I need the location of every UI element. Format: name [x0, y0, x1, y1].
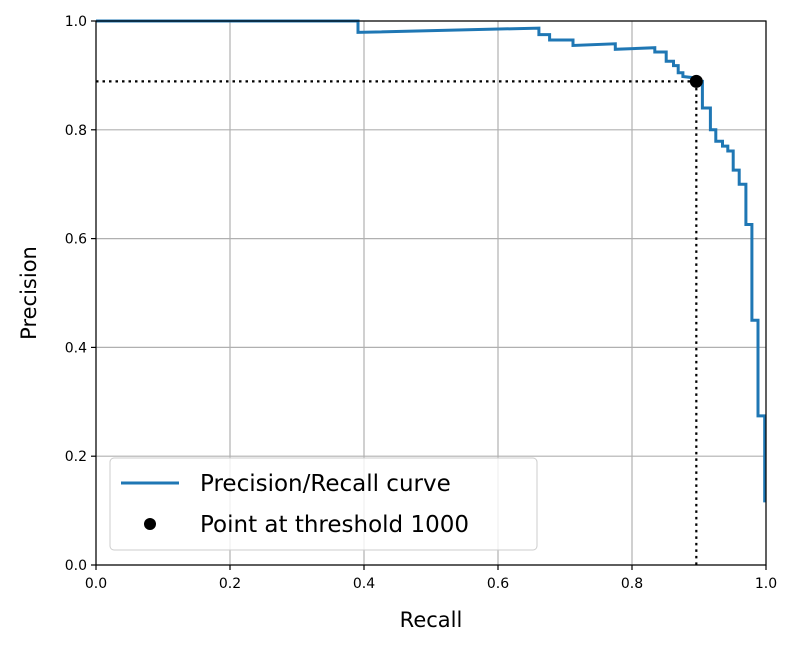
y-tick-label: 0.2: [65, 449, 87, 465]
y-axis-label: Precision: [17, 246, 41, 340]
y-axis-ticks: 0.0 0.2 0.4 0.6 0.8 1.0: [65, 14, 96, 574]
series-layer: [96, 19, 767, 503]
x-tick-label: 0.4: [353, 576, 375, 592]
threshold-guide-lines: [96, 80, 698, 565]
x-tick-label: 0.0: [85, 576, 107, 592]
y-tick-label: 0.4: [65, 340, 87, 356]
legend: Precision/Recall curve Point at threshol…: [109, 457, 538, 551]
x-axis-ticks: 0.0 0.2 0.4 0.6 0.8 1.0: [85, 565, 777, 592]
y-tick-label: 0.8: [65, 123, 87, 139]
legend-swatch-threshold-point: [144, 518, 156, 530]
legend-box: [109, 457, 538, 551]
y-tick-label: 0.6: [65, 232, 87, 248]
threshold-point-marker: [689, 74, 703, 88]
x-tick-label: 0.2: [219, 576, 241, 592]
plot-frame: [95, 20, 767, 566]
y-tick-label: 1.0: [65, 14, 87, 30]
x-axis-label: Recall: [400, 608, 463, 632]
legend-label-threshold-point: Point at threshold 1000: [200, 512, 469, 538]
x-tick-label: 0.8: [621, 576, 643, 592]
x-tick-label: 0.6: [487, 576, 509, 592]
legend-label-curve: Precision/Recall curve: [200, 471, 451, 497]
y-tick-label: 0.0: [65, 558, 87, 574]
x-tick-label: 1.0: [755, 576, 777, 592]
